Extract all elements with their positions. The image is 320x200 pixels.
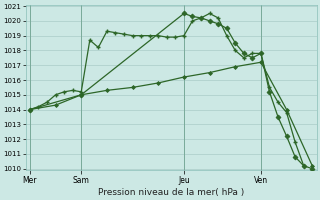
- X-axis label: Pression niveau de la mer( hPa ): Pression niveau de la mer( hPa ): [98, 188, 244, 197]
